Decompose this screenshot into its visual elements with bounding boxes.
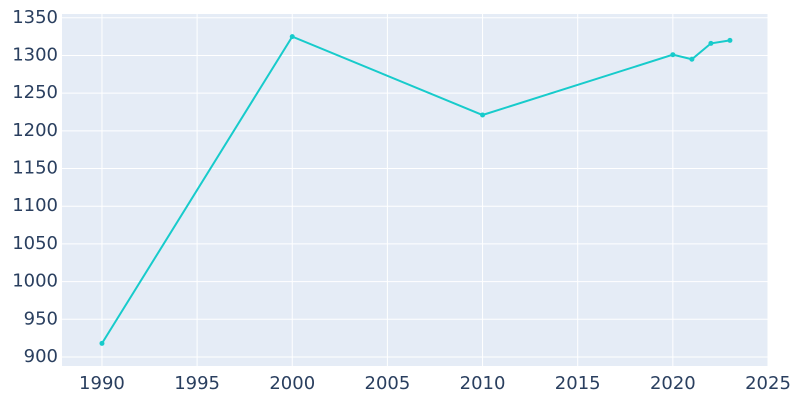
x-tick-label: 2020 <box>650 373 696 394</box>
x-tick-label: 1995 <box>174 373 220 394</box>
y-tick-label: 1100 <box>12 195 58 216</box>
y-tick-label: 950 <box>24 308 58 329</box>
y-tick-label: 1150 <box>12 158 58 179</box>
x-tick-label: 2015 <box>555 373 601 394</box>
y-tick-label: 1000 <box>12 271 58 292</box>
data-point <box>727 37 733 43</box>
y-tick-label: 900 <box>24 346 58 367</box>
data-point <box>689 56 695 62</box>
data-point <box>480 112 486 118</box>
x-tick-label: 2005 <box>365 373 411 394</box>
y-tick-label: 1350 <box>12 7 58 28</box>
x-tick-label: 2000 <box>269 373 315 394</box>
x-tick-label: 2025 <box>745 373 791 394</box>
y-tick-label: 1050 <box>12 233 58 254</box>
data-point <box>289 34 295 40</box>
data-point <box>708 40 714 46</box>
data-point <box>670 52 676 58</box>
y-tick-label: 1300 <box>12 44 58 65</box>
data-point <box>99 340 105 346</box>
y-tick-label: 1250 <box>12 82 58 103</box>
y-tick-label: 1200 <box>12 120 58 141</box>
x-tick-label: 2010 <box>460 373 506 394</box>
x-tick-label: 1990 <box>79 373 125 394</box>
plot-area <box>62 14 768 366</box>
